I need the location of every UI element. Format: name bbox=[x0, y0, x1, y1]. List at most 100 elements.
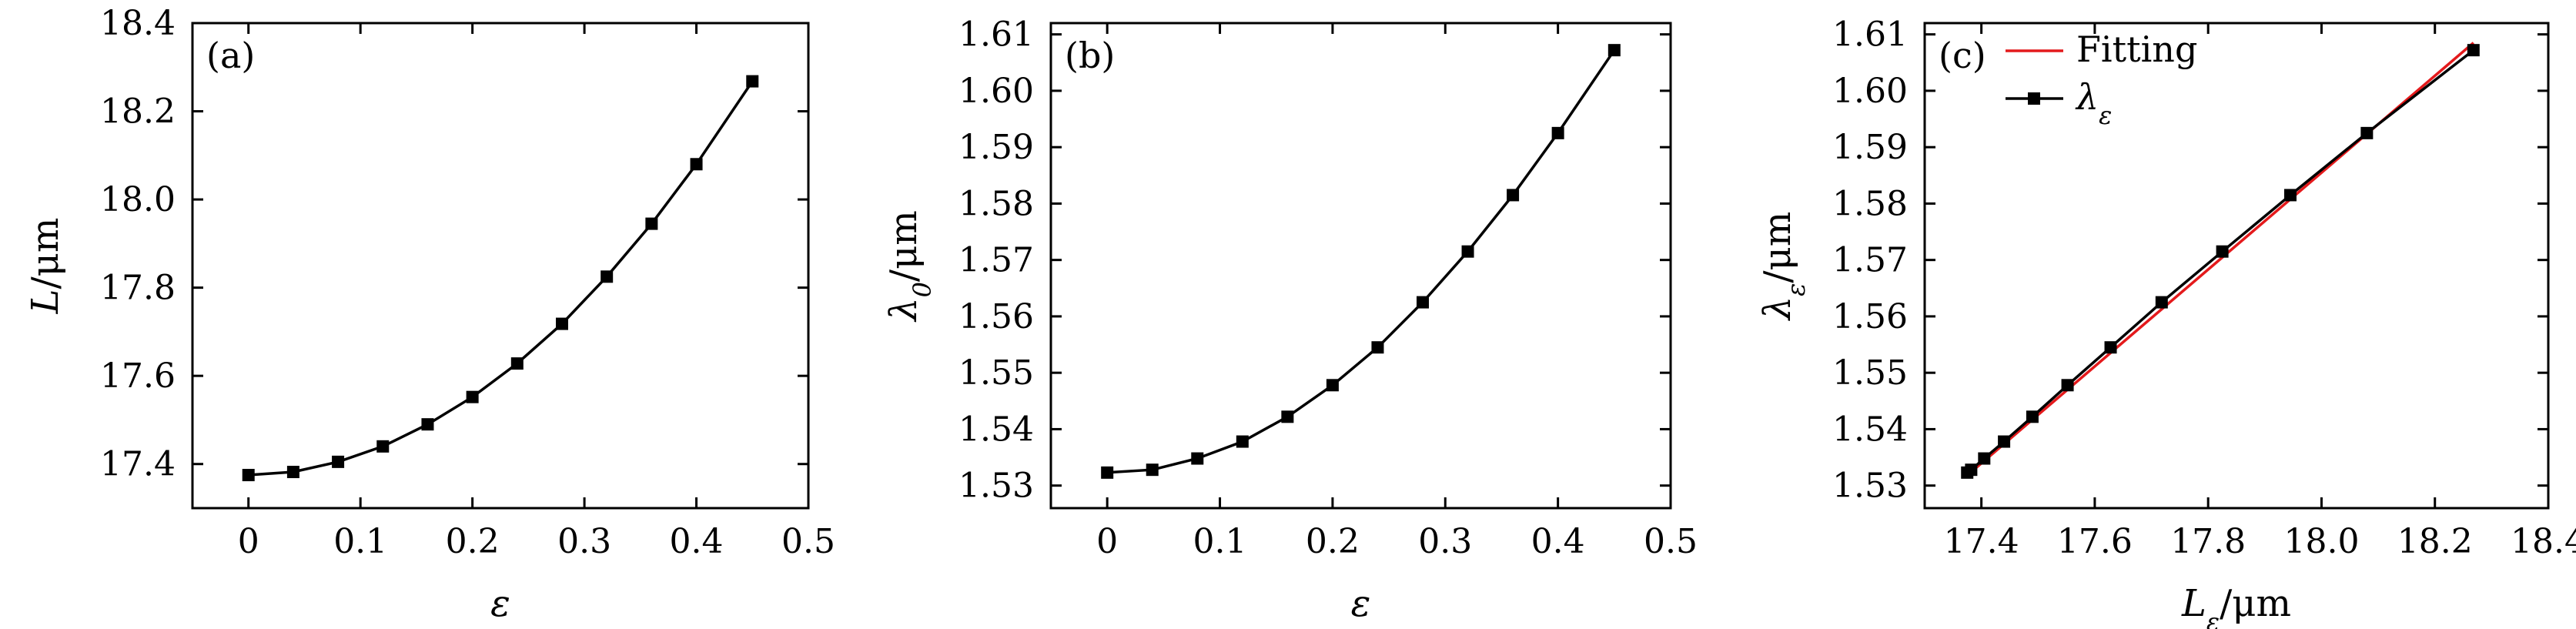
data-point bbox=[1326, 379, 1339, 392]
y-tick-label: 1.58 bbox=[958, 184, 1034, 223]
data-point bbox=[645, 217, 658, 230]
panel-label: (c) bbox=[1939, 35, 1986, 76]
y-tick-label: 1.59 bbox=[958, 128, 1034, 167]
y-tick-label: 1.59 bbox=[1832, 128, 1908, 167]
data-point bbox=[2026, 410, 2039, 423]
data-point bbox=[1371, 341, 1384, 354]
y-tick-label: 18.2 bbox=[100, 92, 176, 132]
y-tick-label: 18.0 bbox=[100, 180, 176, 219]
data-point bbox=[1461, 245, 1474, 258]
series-1 bbox=[1101, 44, 1621, 479]
x-tick-label: 0 bbox=[238, 522, 259, 561]
data-point bbox=[2360, 126, 2374, 139]
y-tick-label: 18.4 bbox=[100, 4, 176, 43]
data-point bbox=[1417, 296, 1429, 309]
x-tick-label: 0.1 bbox=[1193, 522, 1247, 561]
data-point bbox=[510, 357, 524, 370]
x-tick-label: 0.2 bbox=[1306, 522, 1360, 561]
data-point bbox=[2155, 296, 2168, 309]
x-tick-label: 0.5 bbox=[781, 522, 835, 561]
data-point bbox=[1965, 463, 1978, 477]
y-tick-label: 1.54 bbox=[958, 410, 1034, 449]
y-axis-label: λε/μm bbox=[1756, 212, 1811, 321]
y-axis-label: L/μm bbox=[24, 218, 67, 315]
x-tick-label: 18.4 bbox=[2511, 522, 2576, 561]
x-tick-label: 0.3 bbox=[1418, 522, 1472, 561]
x-tick-label: 0 bbox=[1096, 522, 1118, 561]
y-tick-label: 1.57 bbox=[958, 241, 1034, 280]
legend-label: Fitting bbox=[2076, 28, 2197, 70]
data-point bbox=[242, 469, 255, 482]
x-axis-label: ε bbox=[1351, 582, 1371, 625]
y-tick-label: 17.4 bbox=[100, 445, 176, 484]
x-tick-label: 17.6 bbox=[2057, 522, 2133, 561]
y-tick-label: 1.57 bbox=[1832, 241, 1908, 280]
data-point bbox=[601, 270, 614, 283]
legend: Fitting λε bbox=[2006, 28, 2197, 130]
y-tick-label: 17.8 bbox=[100, 269, 176, 308]
data-point bbox=[556, 317, 568, 330]
x-tick-label: 0.2 bbox=[446, 522, 500, 561]
plot-frame bbox=[1923, 22, 2550, 510]
data-point bbox=[1507, 189, 1520, 202]
y-tick-label: 1.53 bbox=[958, 467, 1034, 506]
y-tick-label: 1.53 bbox=[1832, 467, 1908, 506]
series-line bbox=[248, 80, 754, 477]
data-point bbox=[2104, 341, 2117, 354]
data-point bbox=[286, 466, 299, 479]
data-point bbox=[1998, 435, 2011, 448]
x-tick-label: 0.1 bbox=[333, 522, 387, 561]
x-tick-label: 18.0 bbox=[2283, 522, 2359, 561]
legend-marker bbox=[2028, 92, 2040, 105]
data-point bbox=[1551, 126, 1564, 139]
x-tick-label: 17.4 bbox=[1944, 522, 2019, 561]
x-axis-label: ε bbox=[490, 582, 510, 625]
x-tick-label: 0.3 bbox=[557, 522, 611, 561]
series-2 bbox=[1961, 44, 2480, 479]
y-tick-label: 1.55 bbox=[958, 353, 1034, 393]
panel-label: (b) bbox=[1065, 35, 1115, 76]
data-point bbox=[2467, 44, 2480, 57]
data-point bbox=[2283, 189, 2297, 202]
plot-frame bbox=[191, 22, 810, 510]
panel-1: 0 0.1 0.2 0.3 0.4 0.5 17.4 17.6 17.8 18.0 18.2 18.4… bbox=[24, 4, 835, 625]
y-tick-label: 1.54 bbox=[1832, 410, 1908, 449]
x-tick-label: 0.5 bbox=[1644, 522, 1698, 561]
data-point bbox=[2061, 379, 2074, 392]
x-tick-label: 0.4 bbox=[670, 522, 724, 561]
data-point bbox=[2216, 245, 2229, 258]
data-point bbox=[1607, 44, 1621, 57]
y-tick-label: 1.56 bbox=[958, 297, 1034, 336]
data-point bbox=[376, 440, 390, 453]
data-point bbox=[746, 75, 759, 88]
data-point bbox=[1191, 452, 1204, 465]
data-point bbox=[1236, 435, 1249, 448]
x-tick-label: 18.2 bbox=[2397, 522, 2473, 561]
y-tick-label: 17.6 bbox=[100, 356, 176, 396]
data-point bbox=[1978, 452, 1991, 465]
x-tick-label: 17.8 bbox=[2170, 522, 2246, 561]
data-point bbox=[1101, 466, 1114, 479]
series-1 bbox=[242, 75, 759, 482]
y-tick-label: 1.60 bbox=[958, 72, 1034, 111]
plot-frame bbox=[1049, 22, 1672, 510]
y-tick-label: 1.61 bbox=[1832, 15, 1908, 55]
y-tick-label: 1.58 bbox=[1832, 184, 1908, 223]
y-tick-label: 1.55 bbox=[1832, 353, 1908, 393]
data-point bbox=[690, 158, 703, 171]
y-tick-label: 1.61 bbox=[958, 15, 1034, 55]
x-tick-label: 0.4 bbox=[1531, 522, 1585, 561]
series-line bbox=[1107, 49, 1616, 474]
legend-label: λε bbox=[2075, 76, 2112, 130]
panel-2: 0 0.1 0.2 0.3 0.4 0.5 1.53 1.54 1.55 1.56 1.57 1.58… bbox=[882, 15, 1698, 625]
panel-label: (a) bbox=[206, 35, 255, 76]
panel-3: 17.4 17.6 17.8 18.0 18.2 18.4 1.53 1.54 1.55 1.56… bbox=[1756, 15, 2576, 629]
data-point bbox=[1281, 410, 1294, 423]
data-point bbox=[332, 455, 345, 468]
data-point bbox=[1146, 463, 1159, 477]
y-axis-label: λ0/μm bbox=[882, 210, 937, 323]
data-point bbox=[421, 418, 434, 431]
y-tick-label: 1.60 bbox=[1832, 72, 1908, 111]
x-axis-label: Lε/μm bbox=[2181, 582, 2291, 629]
